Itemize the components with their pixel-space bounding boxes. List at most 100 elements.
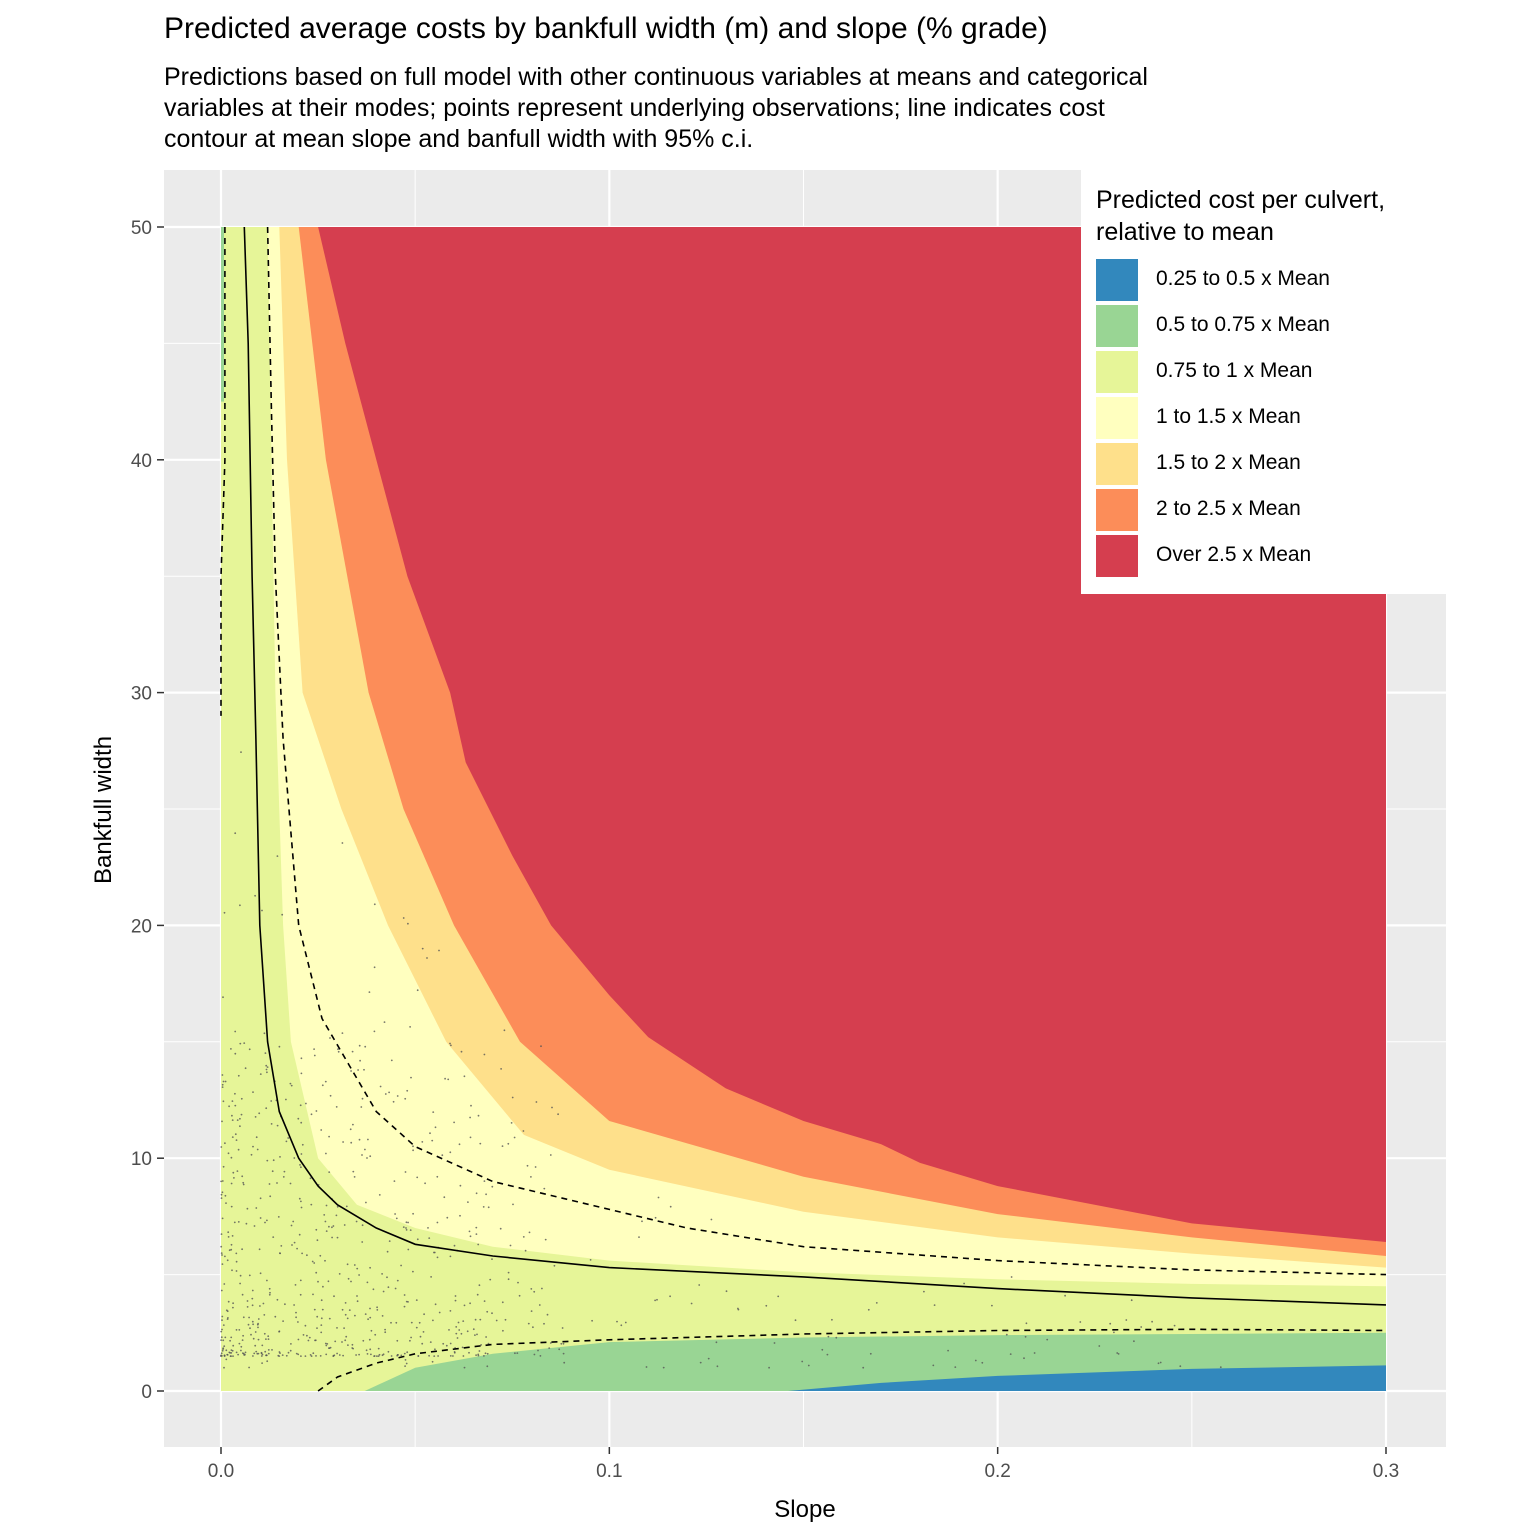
observation-point [220, 1180, 223, 1183]
observation-point [486, 1352, 489, 1355]
observation-point [341, 842, 344, 844]
observation-point [516, 1352, 519, 1354]
observation-point [416, 1238, 419, 1241]
observation-point [242, 1316, 245, 1319]
observation-point [239, 1274, 242, 1277]
observation-point [412, 1212, 414, 1215]
observation-point [477, 1353, 480, 1356]
observation-point [328, 1225, 330, 1228]
observation-point [230, 1205, 233, 1208]
observation-point [247, 1323, 250, 1326]
observation-point [344, 1302, 347, 1304]
observation-point [257, 1322, 259, 1325]
observation-point [558, 1348, 561, 1351]
observation-point [433, 1251, 435, 1254]
observation-point [261, 1344, 264, 1347]
observation-point [323, 1214, 326, 1216]
observation-point [224, 1336, 227, 1339]
observation-point [300, 1121, 303, 1124]
observation-point [227, 1231, 230, 1234]
observation-point [447, 1078, 450, 1081]
observation-point [434, 1348, 436, 1351]
observation-point [794, 1319, 797, 1322]
observation-point [369, 1307, 371, 1310]
observation-point [271, 1349, 273, 1351]
observation-point [256, 1148, 259, 1151]
observation-point [242, 1352, 244, 1355]
observation-point [390, 1355, 393, 1357]
observation-point [317, 1280, 319, 1283]
observation-point [407, 1248, 410, 1251]
observation-point [251, 1304, 254, 1307]
observation-point [522, 1236, 525, 1238]
observation-point [1130, 1299, 1133, 1302]
observation-point [231, 1114, 233, 1117]
observation-point [231, 1235, 234, 1237]
observation-point [280, 1245, 283, 1247]
observation-point [265, 1107, 268, 1110]
observation-point [235, 1270, 238, 1272]
observation-point [485, 1336, 487, 1338]
observation-point [725, 1290, 728, 1293]
observation-point [281, 1354, 284, 1356]
observation-point [869, 1352, 872, 1355]
observation-point [225, 1358, 228, 1361]
observation-point [222, 1347, 225, 1350]
observation-point [254, 1116, 257, 1118]
observation-point [276, 855, 279, 857]
observation-point [422, 1331, 425, 1333]
observation-point [269, 1195, 272, 1198]
x-axis-title: Slope [774, 1496, 835, 1523]
observation-point [229, 1355, 232, 1357]
observation-point [491, 1312, 493, 1315]
observation-point [239, 1125, 241, 1128]
observation-point [404, 1171, 407, 1173]
observation-point [259, 1217, 262, 1219]
observation-point [230, 1352, 233, 1354]
observation-point [370, 1353, 372, 1356]
observation-point [388, 1240, 391, 1242]
observation-point [307, 1339, 310, 1342]
observation-point [327, 1280, 330, 1283]
observation-point [381, 1315, 384, 1317]
mean-cost-contour-line [243, 226, 1387, 1306]
observation-point [486, 1365, 489, 1368]
observation-point [474, 1318, 477, 1321]
observation-point [265, 1338, 267, 1340]
observation-point [376, 1306, 378, 1309]
observation-point [261, 1353, 264, 1356]
observation-point [267, 1335, 270, 1338]
observation-point [445, 1344, 448, 1347]
observation-point [281, 913, 284, 916]
observation-point [442, 1342, 445, 1345]
observation-point [862, 1366, 865, 1369]
observation-point [246, 1207, 249, 1210]
observation-point [276, 1124, 279, 1127]
observation-point [352, 1123, 354, 1126]
observation-point [427, 1227, 429, 1229]
observation-point [242, 1183, 245, 1186]
legend-swatch [1096, 443, 1138, 485]
observation-point [313, 1054, 316, 1057]
observation-point [396, 1354, 399, 1357]
observation-point [932, 1364, 935, 1367]
legend-label: 1.5 to 2 x Mean [1156, 451, 1301, 474]
observation-point [557, 1113, 559, 1116]
observation-point [251, 1297, 254, 1300]
observation-point [395, 1321, 398, 1324]
observation-point [589, 1259, 592, 1261]
observation-point [475, 1233, 478, 1235]
observation-point [231, 1269, 233, 1272]
observation-point [295, 1311, 297, 1314]
observation-point [467, 1201, 469, 1203]
observation-point [328, 1317, 331, 1320]
observation-point [346, 1317, 349, 1320]
observation-point [265, 1354, 268, 1357]
observation-point [263, 1032, 266, 1035]
observation-point [499, 1227, 502, 1230]
observation-point [315, 1228, 318, 1231]
observation-point [233, 1177, 235, 1179]
observation-point [553, 1264, 556, 1267]
observation-point [540, 1045, 542, 1048]
legend-title-line: relative to mean [1096, 218, 1274, 246]
